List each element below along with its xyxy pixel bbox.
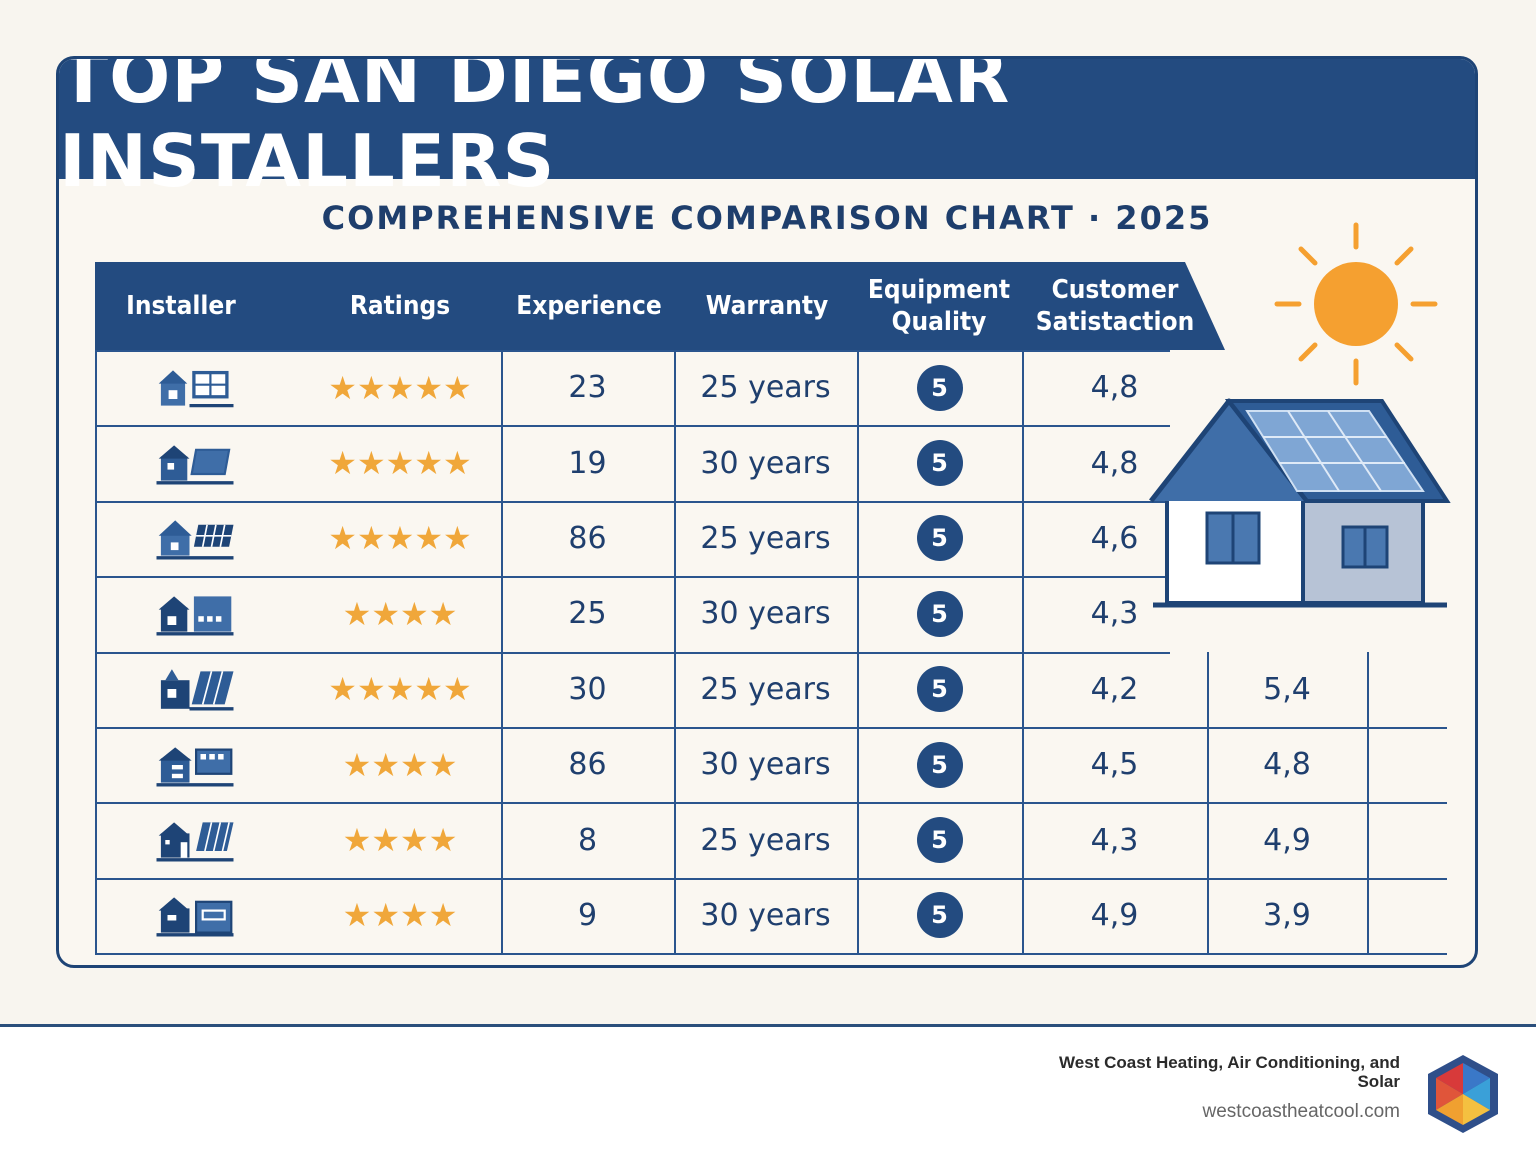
experience-value: 30 (568, 671, 607, 707)
col-ratings: Ratings (349, 291, 451, 321)
equipment-quality-cell: 5 (857, 878, 1022, 953)
equipment-quality-cell: 5 (857, 802, 1022, 877)
rating-stars: ★★★★ (342, 896, 458, 935)
header-bar (95, 262, 1225, 350)
equipment-quality-badge: 5 (916, 817, 963, 864)
equipment-quality-badge: 5 (916, 590, 963, 637)
extra-score-value: 4,8 (1263, 747, 1311, 783)
col-installer: Installer (126, 291, 236, 321)
equipment-quality-badge: 5 (916, 666, 963, 713)
row-divider (95, 953, 1447, 956)
row-divider (95, 877, 1447, 880)
installer-logo-icon (125, 878, 265, 953)
satisfaction-value: 4,2 (1090, 671, 1139, 707)
equipment-quality-badge: 5 (916, 440, 963, 487)
comparison-table: ★★★★★ 23 25 years 5 4,8 ★★★★★ 19 30 years 5 4,8 ★★… (95, 350, 1455, 956)
company-url[interactable]: westcoastheatcool.com (1202, 1101, 1401, 1122)
chart-subtitle: COMPREHENSIVE COMPARISON CHART · 2025 (321, 199, 1213, 237)
warranty-value: 30 years (700, 747, 831, 783)
table-header: Installer Ratings Experience Warranty Eq… (95, 262, 1225, 350)
equipment-quality-cell: 5 (857, 425, 1022, 500)
satisfaction-value: 4,5 (1090, 747, 1139, 783)
satisfaction-value: 4,8 (1090, 445, 1139, 481)
rating-stars: ★★★★★ (328, 444, 472, 483)
rating-stars: ★★★★ (342, 821, 458, 860)
installer-logo-icon (125, 652, 265, 727)
warranty-value: 30 years (700, 445, 831, 481)
rating-stars: ★★★★ (342, 594, 458, 633)
warranty-value: 25 years (700, 671, 831, 707)
experience-value: 8 (577, 822, 598, 858)
equipment-quality-cell: 5 (857, 727, 1022, 802)
col-equipment-quality: Equipment Quality (867, 275, 1011, 337)
experience-value: 86 (568, 747, 607, 783)
satisfaction-value: 4,9 (1090, 897, 1139, 933)
col-warranty: Warranty (705, 291, 829, 321)
rating-stars: ★★★★★ (328, 368, 472, 407)
extra-score-value: 3,9 (1263, 897, 1311, 933)
warranty-value: 25 years (700, 370, 831, 406)
installer-logo-icon (125, 501, 265, 576)
experience-value: 23 (568, 370, 607, 406)
warranty-value: 30 years (700, 596, 831, 632)
equipment-quality-cell: 5 (857, 576, 1022, 651)
company-name: West Coast Heating, Air Conditioning, an… (1059, 1053, 1400, 1091)
installer-logo-icon (125, 576, 265, 651)
installer-logo-icon (125, 350, 265, 425)
page-title: TOP SAN DIEGO SOLAR INSTALLERS (59, 56, 1011, 203)
row-divider (95, 425, 1170, 428)
equipment-quality-cell: 5 (857, 350, 1022, 425)
equipment-quality-cell: 5 (857, 652, 1022, 727)
row-divider (95, 802, 1447, 805)
row-divider (95, 727, 1447, 729)
rating-stars: ★★★★ (342, 745, 458, 784)
title-banner: TOP SAN DIEGO SOLAR INSTALLERS (59, 59, 1475, 203)
equipment-quality-badge: 5 (916, 741, 963, 788)
warranty-value: 30 years (700, 897, 831, 933)
rating-stars: ★★★★★ (328, 670, 472, 709)
row-divider (95, 651, 1170, 654)
sun-icon (1274, 222, 1438, 386)
equipment-quality-badge: 5 (916, 364, 963, 411)
row-divider (95, 350, 1170, 352)
warranty-value: 25 years (700, 822, 831, 858)
installer-logo-icon (125, 727, 265, 802)
experience-value: 9 (577, 897, 598, 933)
row-divider (95, 500, 1170, 503)
experience-value: 86 (568, 520, 607, 556)
comparison-card: TOP SAN DIEGO SOLAR INSTALLERS COMPREHEN… (56, 56, 1478, 968)
equipment-quality-badge: 5 (916, 515, 963, 562)
experience-value: 25 (568, 596, 607, 632)
experience-value: 19 (568, 445, 607, 481)
satisfaction-value: 4,6 (1090, 520, 1139, 556)
row-divider (95, 576, 1170, 579)
satisfaction-value: 4,3 (1090, 596, 1139, 632)
col-experience: Experience (516, 291, 662, 321)
equipment-quality-cell: 5 (857, 501, 1022, 576)
satisfaction-value: 4,8 (1090, 370, 1139, 406)
company-logo-icon (1428, 1055, 1498, 1133)
installer-logo-icon (125, 802, 265, 877)
col-customer-satisfaction: Customer Satistaction (1035, 275, 1195, 337)
extra-score-value: 5,4 (1263, 671, 1311, 707)
solar-house-illustration (1149, 398, 1451, 608)
rating-stars: ★★★★★ (328, 519, 472, 558)
footer: West Coast Heating, Air Conditioning, an… (0, 1024, 1536, 1157)
installer-logo-icon (125, 425, 265, 500)
equipment-quality-badge: 5 (916, 892, 963, 939)
extra-score-value: 4,9 (1263, 822, 1311, 858)
warranty-value: 25 years (700, 520, 831, 556)
satisfaction-value: 4,3 (1090, 822, 1139, 858)
